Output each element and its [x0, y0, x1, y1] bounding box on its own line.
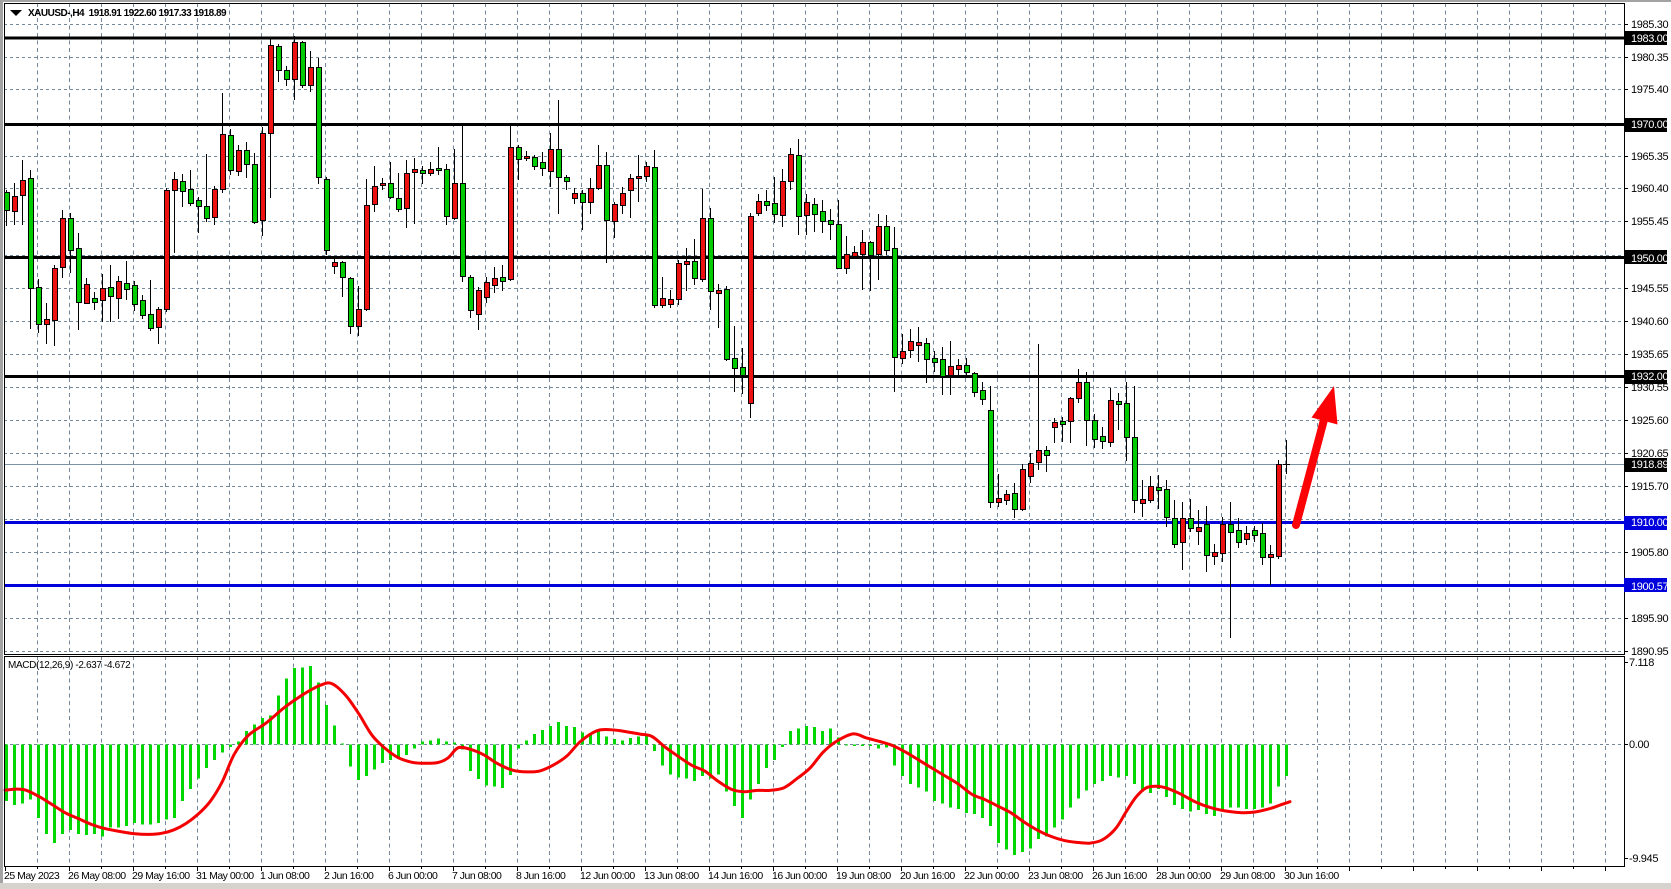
svg-text:2 Jun 16:00: 2 Jun 16:00: [324, 870, 374, 882]
svg-text:14 Jun 16:00: 14 Jun 16:00: [708, 870, 763, 882]
svg-text:26 Jun 16:00: 26 Jun 16:00: [1092, 870, 1147, 882]
svg-text:16 Jun 00:00: 16 Jun 00:00: [772, 870, 827, 882]
svg-text:1920.65: 1920.65: [1631, 448, 1669, 460]
svg-text:25 May 2023: 25 May 2023: [4, 870, 60, 882]
svg-text:1965.35: 1965.35: [1631, 151, 1669, 163]
svg-text:XAUUSD-,H4 1918.91 1922.60 19: XAUUSD-,H4 1918.91 1922.60 1917.33 1918.…: [28, 8, 227, 19]
svg-text:1918.89: 1918.89: [1631, 459, 1669, 471]
svg-text:19 Jun 08:00: 19 Jun 08:00: [836, 870, 891, 882]
svg-text:20 Jun 16:00: 20 Jun 16:00: [900, 870, 955, 882]
svg-text:12 Jun 00:00: 12 Jun 00:00: [580, 870, 635, 882]
svg-text:1955.45: 1955.45: [1631, 216, 1669, 228]
svg-text:1970.00: 1970.00: [1631, 119, 1669, 131]
svg-text:1950.00: 1950.00: [1631, 253, 1669, 265]
svg-text:1895.90: 1895.90: [1631, 613, 1669, 625]
svg-text:1932.00: 1932.00: [1631, 371, 1669, 383]
svg-text:7.118: 7.118: [1629, 657, 1654, 669]
svg-text:1940.60: 1940.60: [1631, 316, 1669, 328]
svg-text:1945.55: 1945.55: [1631, 283, 1669, 295]
svg-text:1985.30: 1985.30: [1631, 19, 1669, 31]
svg-text:7 Jun 08:00: 7 Jun 08:00: [452, 870, 502, 882]
svg-text:1930.55: 1930.55: [1631, 382, 1669, 394]
svg-text:MACD(12,26,9) -2.637 -4.672: MACD(12,26,9) -2.637 -4.672: [8, 660, 131, 671]
svg-text:1960.40: 1960.40: [1631, 183, 1669, 195]
svg-text:1915.70: 1915.70: [1631, 481, 1669, 493]
svg-text:31 May 00:00: 31 May 00:00: [196, 870, 254, 882]
svg-text:1925.60: 1925.60: [1631, 415, 1669, 427]
svg-text:1910.00: 1910.00: [1631, 517, 1669, 529]
svg-text:29 May 16:00: 29 May 16:00: [132, 870, 190, 882]
svg-text:8 Jun 16:00: 8 Jun 16:00: [516, 870, 566, 882]
svg-text:30 Jun 16:00: 30 Jun 16:00: [1284, 870, 1339, 882]
svg-text:29 Jun 08:00: 29 Jun 08:00: [1220, 870, 1275, 882]
svg-text:1980.35: 1980.35: [1631, 52, 1669, 64]
svg-text:22 Jun 00:00: 22 Jun 00:00: [964, 870, 1019, 882]
svg-text:1983.00: 1983.00: [1631, 33, 1669, 45]
svg-text:1975.40: 1975.40: [1631, 84, 1669, 96]
svg-text:1905.80: 1905.80: [1631, 547, 1669, 559]
svg-text:1890.95: 1890.95: [1631, 646, 1669, 658]
svg-text:26 May 08:00: 26 May 08:00: [68, 870, 126, 882]
svg-text:-9.945: -9.945: [1629, 853, 1658, 865]
svg-text:1935.65: 1935.65: [1631, 349, 1669, 361]
svg-text:1 Jun 08:00: 1 Jun 08:00: [260, 870, 310, 882]
svg-text:6 Jun 00:00: 6 Jun 00:00: [388, 870, 438, 882]
svg-text:1900.57: 1900.57: [1631, 581, 1669, 593]
svg-text:23 Jun 08:00: 23 Jun 08:00: [1028, 870, 1083, 882]
svg-text:0.00: 0.00: [1629, 739, 1649, 751]
svg-text:28 Jun 00:00: 28 Jun 00:00: [1156, 870, 1211, 882]
svg-text:13 Jun 08:00: 13 Jun 08:00: [644, 870, 699, 882]
